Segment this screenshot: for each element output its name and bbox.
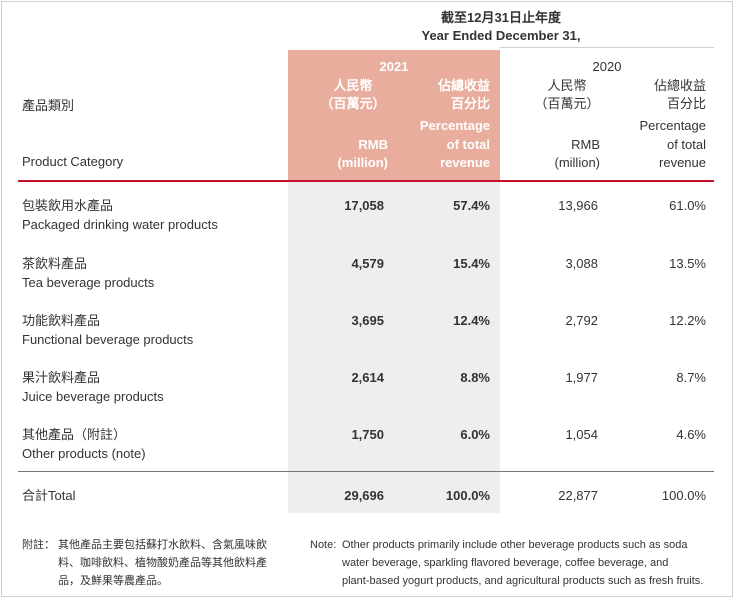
- col-2020-rmb-en-2: (million): [554, 155, 601, 170]
- note-en-label: Note:: [310, 539, 337, 551]
- row-label-cn: 果汁飲料產品: [22, 370, 101, 385]
- col-2020-rmb-en-1: RMB: [571, 137, 600, 152]
- note-en-text: Other products primarily include other b…: [342, 536, 722, 590]
- total-2020-rmb: 22,877: [558, 488, 598, 503]
- col-2021-pct-en-3: revenue: [440, 155, 490, 170]
- row-label-cn: 功能飲料產品: [22, 313, 101, 328]
- note-cn-label: 附註：: [22, 539, 55, 551]
- year-2021-header-highlight: [288, 50, 500, 180]
- cell-2021-rmb: 17,058: [344, 198, 384, 213]
- cell-2021-pct: 57.4%: [453, 198, 490, 213]
- note-en-line: plant-based yogurt products, and agricul…: [342, 575, 704, 587]
- col-2020-pct-en-2: of total: [666, 137, 706, 152]
- row-label-en: Other products (note): [22, 446, 146, 461]
- year-2020-label: 2020: [592, 59, 622, 74]
- total-2021-rmb: 29,696: [344, 488, 384, 503]
- cell-2020-rmb: 1,977: [565, 370, 598, 385]
- col-2021-rmb-en-2: (million): [337, 155, 388, 170]
- col-2021-pct-en-1: Percentage: [419, 118, 490, 133]
- row-label-en: Functional beverage products: [22, 332, 194, 347]
- total-rule: [18, 471, 714, 472]
- cell-2021-rmb: 2,614: [351, 370, 384, 385]
- header-rule: [18, 180, 714, 182]
- col-2021-pct-cn-2: 百分比: [450, 96, 490, 111]
- note-cn-line: 品，及鮮果等農產品。: [58, 575, 168, 587]
- category-header-en: Product Category: [22, 154, 124, 169]
- note-en-line: water beverage, sparkling flavored bever…: [342, 557, 669, 569]
- col-2020-rmb-cn: 人民幣: [547, 78, 587, 93]
- row-label-en: Tea beverage products: [22, 275, 155, 290]
- cell-2021-pct: 15.4%: [453, 256, 490, 271]
- period-en: Year Ended December 31,: [421, 28, 581, 43]
- cell-2021-pct: 12.4%: [453, 313, 490, 328]
- category-header-cn: 產品類別: [22, 98, 75, 113]
- row-label-en: Packaged drinking water products: [22, 217, 218, 232]
- year-2021-label: 2021: [379, 59, 409, 74]
- note-cn-line: 料、咖啡飲料、植物酸奶產品等其他飲料產: [58, 557, 267, 569]
- col-2020-pct-cn-2: 百分比: [666, 96, 706, 111]
- cell-2021-pct: 6.0%: [460, 427, 490, 442]
- cell-2020-rmb: 3,088: [565, 256, 598, 271]
- note-en-line: Other products primarily include other b…: [342, 539, 688, 551]
- total-label: 合計Total: [22, 488, 76, 503]
- cell-2021-rmb: 4,579: [351, 256, 384, 271]
- note-cn-text: 其他產品主要包括蘇打水飲料、含氣風味飲 料、咖啡飲料、植物酸奶產品等其他飲料產 …: [58, 536, 298, 590]
- row-label-cn: 茶飲料產品: [22, 256, 88, 271]
- col-2021-pct-cn-1: 佔總收益: [437, 78, 490, 93]
- cell-2021-rmb: 1,750: [351, 427, 384, 442]
- row-label-cn: 其他產品（附註）: [22, 427, 127, 442]
- col-2021-rmb-en-1: RMB: [358, 137, 388, 152]
- col-2021-pct-en-2: of total: [446, 137, 490, 152]
- col-2020-pct-en-1: Percentage: [639, 118, 707, 133]
- row-label-cn: 包裝飲用水產品: [22, 198, 114, 213]
- year-2021-column-shade: [288, 181, 500, 513]
- total-2020-pct: 100.0%: [661, 488, 706, 503]
- cell-2020-pct: 4.6%: [676, 427, 706, 442]
- cell-2021-pct: 8.8%: [460, 370, 490, 385]
- cell-2020-pct: 12.2%: [669, 313, 706, 328]
- period-cn: 截至12月31日止年度: [441, 10, 561, 25]
- header-top-rule: [500, 47, 714, 48]
- cell-2020-pct: 61.0%: [669, 198, 706, 213]
- col-2020-pct-en-3: revenue: [659, 155, 706, 170]
- total-2021-pct: 100.0%: [445, 488, 490, 503]
- col-2020-rmb-unit-cn: （百萬元）: [534, 96, 600, 111]
- cell-2021-rmb: 3,695: [351, 313, 384, 328]
- cell-2020-rmb: 2,792: [565, 313, 598, 328]
- cell-2020-pct: 8.7%: [676, 370, 706, 385]
- col-2020-pct-cn-1: 佔總收益: [653, 78, 706, 93]
- cell-2020-rmb: 1,054: [565, 427, 598, 442]
- col-2021-rmb-cn: 人民幣: [333, 78, 373, 93]
- row-label-en: Juice beverage products: [22, 389, 164, 404]
- cell-2020-rmb: 13,966: [558, 198, 598, 213]
- col-2021-rmb-unit-cn: （百萬元）: [320, 96, 386, 111]
- note-cn-line: 其他產品主要包括蘇打水飲料、含氣風味飲: [58, 539, 267, 551]
- cell-2020-pct: 13.5%: [669, 256, 706, 271]
